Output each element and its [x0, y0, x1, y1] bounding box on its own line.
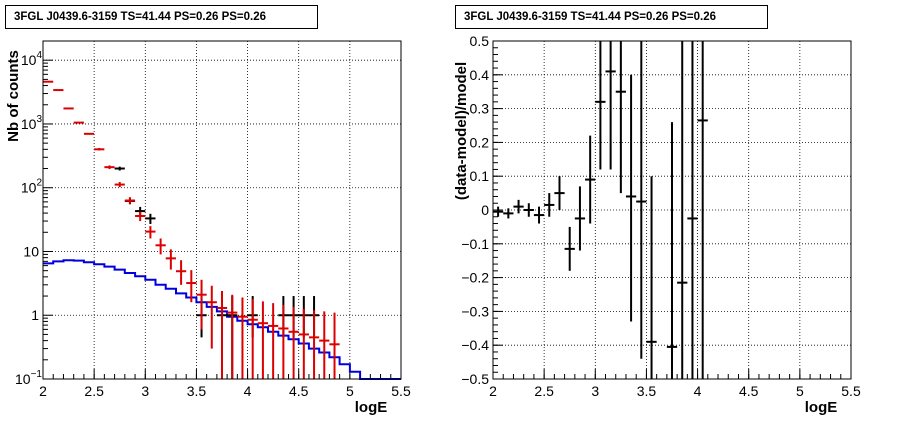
plot-panel-0: 2 2.5 3 3.5 4 4.5 5 5.5 10−1 1 10 102 103 104 logE Nb o…: [5, 40, 411, 416]
y-tick-label: −0.5: [461, 371, 489, 387]
x-tick-label: 4: [694, 383, 702, 399]
x-axis-label: logE: [805, 399, 838, 416]
model-step-line: [43, 259, 401, 380]
series-0: [493, 41, 708, 379]
series-2: [43, 80, 340, 379]
x-axis-label: logE: [355, 399, 388, 416]
left-plot-title: 3FGL J0439.6-3159 TS=41.44 PS=0.26 PS=0.…: [5, 5, 318, 29]
plot-panel-1: 2 2.5 3 3.5 4 4.5 5 5.5 −0.5 −0.4 −0.3 −0.2 −0.1 0 0.1…: [453, 33, 861, 416]
y-tick-label: 103: [21, 114, 43, 132]
y-tick-label: 104: [21, 50, 43, 68]
y-tick-label: −0.3: [461, 303, 489, 319]
plot-frame: [492, 40, 852, 380]
y-tick-label: 0.2: [470, 134, 490, 150]
x-tick-label: 5.5: [391, 383, 411, 399]
x-tick-label: 3.5: [637, 383, 657, 399]
series-0: [43, 259, 401, 380]
x-tick-label: 2: [39, 383, 47, 399]
y-tick-label: 10: [23, 243, 39, 259]
y-axis-label: Nb of counts: [5, 50, 22, 142]
y-tick-label: 102: [21, 178, 43, 196]
y-tick-label: 1: [31, 307, 39, 323]
y-tick-label: −0.4: [461, 337, 489, 353]
x-tick-label: 4.5: [289, 383, 309, 399]
y-axis-label: (data-model)/model: [453, 62, 470, 200]
x-tick-label: 3: [591, 383, 599, 399]
y-tick-label: 0.1: [470, 168, 490, 184]
y-tick-label: 0.3: [470, 101, 490, 117]
x-tick-label: 5: [346, 383, 354, 399]
x-tick-label: 3.5: [187, 383, 207, 399]
y-tick-label: −0.1: [461, 236, 489, 252]
x-tick-label: 5: [796, 383, 804, 399]
x-tick-label: 4.5: [739, 383, 759, 399]
y-tick-label: 0: [481, 202, 489, 218]
x-tick-label: 4: [244, 383, 252, 399]
right-plot-title: 3FGL J0439.6-3159 TS=41.44 PS=0.26 PS=0.…: [455, 5, 768, 29]
x-tick-label: 2.5: [534, 383, 554, 399]
x-tick-label: 5.5: [841, 383, 861, 399]
y-tick-label: 0.4: [470, 67, 490, 83]
y-tick-label: −0.2: [461, 270, 489, 286]
y-tick-label: 0.5: [470, 33, 490, 49]
x-tick-label: 2: [489, 383, 497, 399]
x-tick-label: 3: [141, 383, 149, 399]
plot-frame: [42, 40, 402, 380]
y-tick-label: 10−1: [15, 369, 42, 387]
x-tick-label: 2.5: [84, 383, 104, 399]
